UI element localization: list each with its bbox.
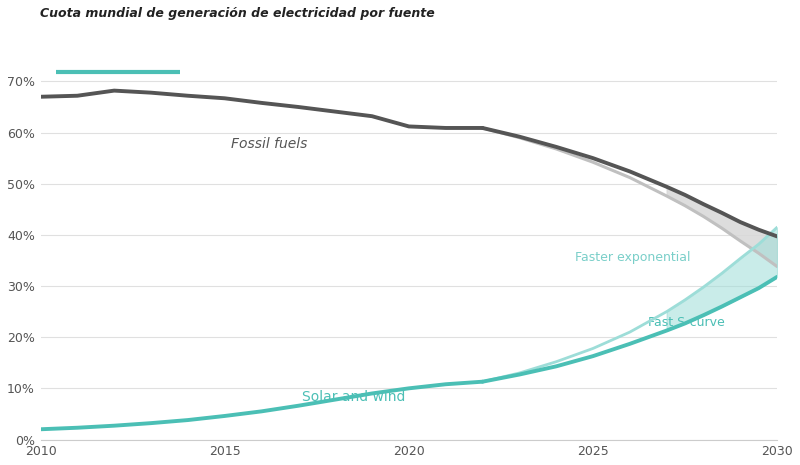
- Text: Solar and wind: Solar and wind: [302, 390, 406, 404]
- Text: Cuota mundial de generación de electricidad por fuente: Cuota mundial de generación de electrici…: [41, 7, 435, 20]
- Text: Fossil fuels: Fossil fuels: [230, 137, 307, 151]
- Text: Fast S-curve: Fast S-curve: [648, 316, 725, 329]
- Text: Faster exponential: Faster exponential: [574, 251, 690, 264]
